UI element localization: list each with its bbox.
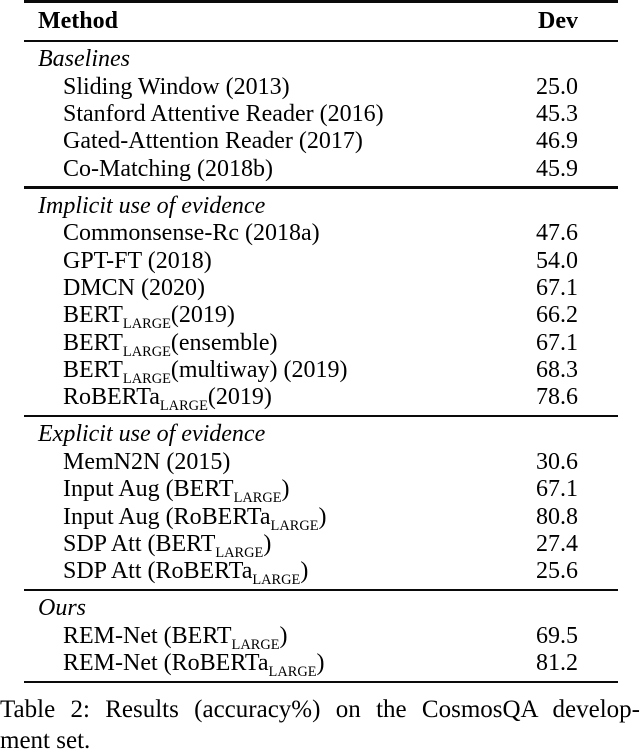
dev-value: 25.6 [536,558,578,585]
method-name: Co-Matching (2018b) [63,155,273,182]
table-row: DMCN (2020) 67.1 [24,275,618,302]
table-bottom-rule [24,680,618,684]
dev-value: 78.6 [536,384,578,411]
table-row: MemN2N (2015) 30.6 [24,449,618,476]
table-row: Stanford Attentive Reader (2016) 45.3 [24,101,618,128]
table-section-rule [24,588,618,592]
table-row: Input Aug (BERTLARGE) 67.1 [24,476,618,507]
dev-value: 25.0 [536,73,578,100]
subscript: LARGE [122,316,171,333]
table-row: Co-Matching (2018b) 45.9 [24,156,618,183]
method-name: BERTLARGE(2019) [63,302,235,333]
method-name: Sliding Window (2013) [63,73,290,100]
subscript: LARGE [122,370,171,387]
subscript: LARGE [270,517,319,534]
subscript: LARGE [215,544,264,561]
subscript: LARGE [233,490,282,507]
table-section-rule [24,186,618,189]
method-name: SDP Att (BERTLARGE) [63,531,272,561]
method-name: DMCN (2020) [63,274,205,301]
dev-value: 67.1 [536,476,578,503]
column-header-method: Method [38,7,118,34]
table-row: RoBERTaLARGE(2019) 78.6 [24,384,618,415]
table-section: Explicit use of evidence MemN2N (2015) 30.… [24,417,618,588]
table-row: BERTLARGE(2019) 66.2 [24,302,618,333]
caption-line-1: Table 2: Results (accuracy%) on the Cosm… [0,696,640,724]
table-section: Implicit use of evidence Commonsense-Rc (… [24,189,618,415]
table-caption: Table 2: Results (accuracy%) on the Cosm… [0,694,640,756]
method-name: REM-Net (BERTLARGE) [63,622,288,653]
table-row: REM-Net (BERTLARGE) 69.5 [24,622,618,653]
dev-value: 80.8 [536,503,578,530]
subscript: LARGE [122,343,171,360]
table-body: Baselines Sliding Window (2013) 25.0 Stanfo… [24,42,618,684]
column-header-dev: Dev [538,7,578,34]
dev-value: 47.6 [536,220,578,247]
method-name: SDP Att (RoBERTaLARGE) [63,558,309,589]
section-header: Explicit use of evidence [38,421,266,448]
table-row: SDP Att (BERTLARGE) 27.4 [24,531,618,561]
table-row: Commonsense-Rc (2018a) 47.6 [24,220,618,247]
method-name: Gated-Attention Reader (2017) [63,128,363,155]
table-section-rule [24,414,618,418]
dev-value: 67.1 [536,274,578,301]
subscript: LARGE [268,663,317,680]
method-name: Input Aug (BERTLARGE) [63,476,290,507]
dev-value: 67.1 [536,329,578,356]
table-section: Ours REM-Net (BERTLARGE) 69.5 REM-Net (RoBE… [24,591,618,680]
method-name: MemN2N (2015) [63,448,231,475]
dev-value: 46.9 [536,128,578,155]
table-row: REM-Net (RoBERTaLARGE) 81.2 [24,650,618,680]
dev-value: 30.6 [536,448,578,475]
method-name: BERTLARGE(multiway) (2019) [63,357,348,387]
section-header: Ours [38,595,87,622]
table-section: Baselines Sliding Window (2013) 25.0 Stanfo… [24,42,618,186]
table-row: BERTLARGE(multiway) (2019) 68.3 [24,357,618,387]
table-row: Gated-Attention Reader (2017) 46.9 [24,128,618,155]
caption-line-2: ment set. [0,727,91,755]
method-name: Stanford Attentive Reader (2016) [63,100,384,127]
method-name: RoBERTaLARGE(2019) [63,384,272,415]
table-row: BERTLARGE(ensemble) 67.1 [24,329,618,360]
method-name: BERTLARGE(ensemble) [63,329,278,360]
method-name: Commonsense-Rc (2018a) [63,220,320,247]
table-top-rule [24,0,618,3]
dev-value: 69.5 [536,622,578,649]
results-table: Method Dev Baselines Sliding Window (2013… [24,0,618,684]
table-row: Sliding Window (2013) 25.0 [24,74,618,101]
table-header-rule [24,39,618,43]
dev-value: 66.2 [536,302,578,329]
method-name: REM-Net (RoBERTaLARGE) [63,650,325,680]
table-row: SDP Att (RoBERTaLARGE) 25.6 [24,558,618,589]
dev-value: 81.2 [536,650,578,677]
dev-value: 27.4 [536,531,578,558]
table-row: GPT-FT (2018) 54.0 [24,248,618,275]
section-header: Implicit use of evidence [38,192,266,219]
section-header: Baselines [38,46,130,73]
dev-value: 45.3 [536,100,578,127]
method-name: Input Aug (RoBERTaLARGE) [63,503,327,534]
subscript: LARGE [231,636,280,653]
dev-value: 45.9 [536,155,578,182]
table-header-row: Method Dev [24,3,618,40]
table-row: Input Aug (RoBERTaLARGE) 80.8 [24,503,618,534]
dev-value: 68.3 [536,357,578,384]
subscript: LARGE [252,572,301,589]
dev-value: 54.0 [536,247,578,274]
subscript: LARGE [159,398,208,415]
method-name: GPT-FT (2018) [63,247,212,274]
